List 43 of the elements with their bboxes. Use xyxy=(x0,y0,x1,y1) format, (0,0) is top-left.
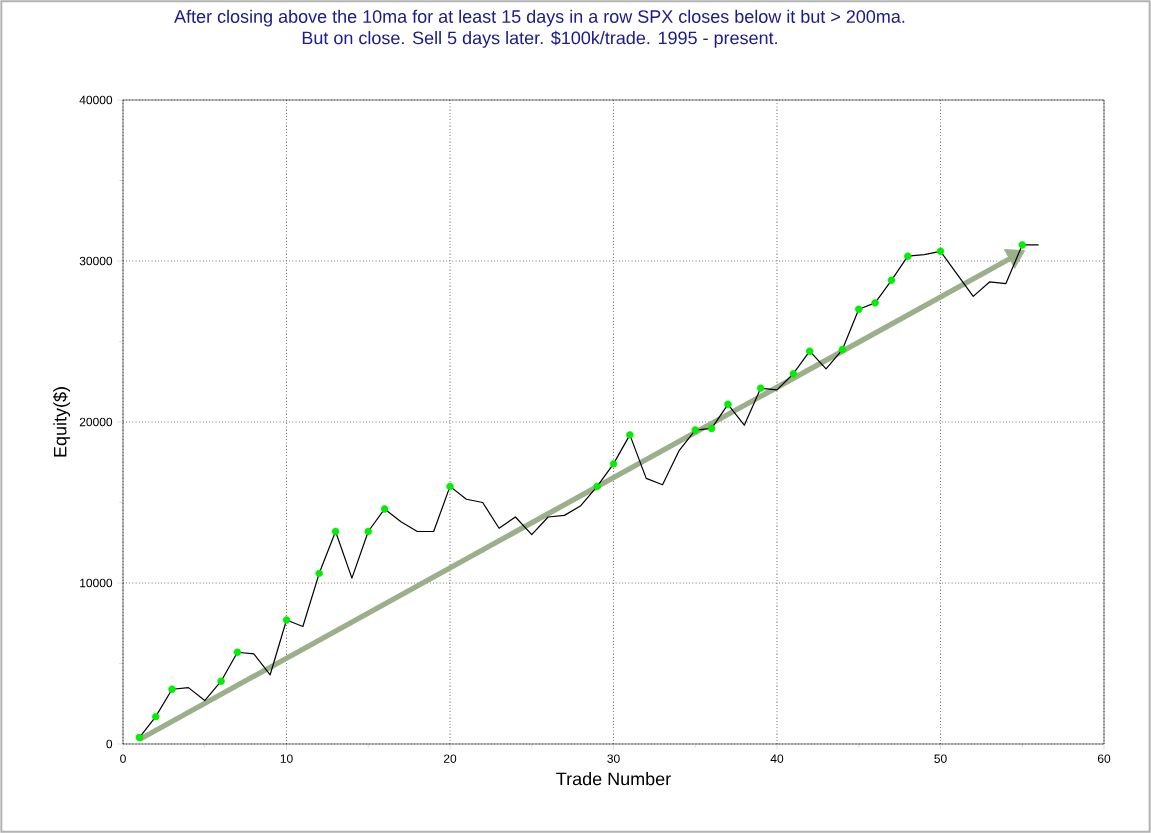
point xyxy=(593,482,601,491)
y-tick-label: 20000 xyxy=(79,417,113,427)
point xyxy=(626,431,634,439)
y-tick-label: 30000 xyxy=(79,256,113,266)
x-tick-label: 30 xyxy=(607,754,620,763)
point xyxy=(871,299,879,307)
point xyxy=(151,712,160,721)
point xyxy=(904,252,912,260)
point xyxy=(838,345,847,354)
x-axis-title: Trade Number xyxy=(556,772,671,786)
point xyxy=(756,384,765,392)
point xyxy=(380,505,389,513)
chart-title: After closing above the 10ma for at least 15 days in a row SPX closes below it but > 200ma. xyxy=(174,9,905,27)
x-tick-label: 0 xyxy=(120,754,126,763)
x-tick-label: 50 xyxy=(934,754,947,763)
x-tick-label: 20 xyxy=(443,754,457,763)
point xyxy=(936,247,945,256)
point xyxy=(1018,241,1026,249)
y-tick-label: 0 xyxy=(106,739,113,749)
x-tick-label: 60 xyxy=(1097,754,1111,763)
x-tick-label: 40 xyxy=(770,754,784,763)
point xyxy=(217,677,225,685)
point xyxy=(887,276,896,285)
point xyxy=(364,527,372,536)
point xyxy=(855,305,863,314)
point xyxy=(805,347,814,355)
point xyxy=(233,648,242,656)
y-axis-title: Equity($) xyxy=(53,387,71,457)
point xyxy=(789,369,798,378)
y-tick-label: 10000 xyxy=(80,578,113,588)
point xyxy=(135,733,144,742)
point xyxy=(282,616,291,624)
point xyxy=(724,400,732,409)
chart-subtitle: But on close. Sell 5 days later. $100k/trade. 1995 - present. xyxy=(302,30,777,48)
point xyxy=(691,426,699,434)
x-tick-label: 10 xyxy=(280,754,293,763)
point xyxy=(331,527,340,536)
point xyxy=(446,482,454,491)
point xyxy=(168,685,176,693)
point xyxy=(609,460,618,468)
y-tick-label: 40000 xyxy=(79,95,113,105)
point xyxy=(315,569,323,578)
point xyxy=(707,424,716,433)
